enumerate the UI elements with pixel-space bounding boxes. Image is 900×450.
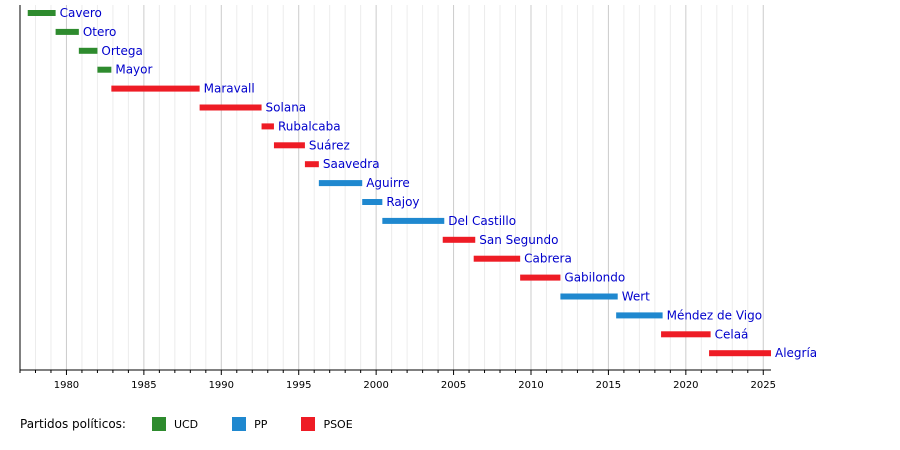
bar-label-del-castillo: Del Castillo: [448, 214, 516, 228]
bar-label-cela-: Celaá: [715, 327, 749, 341]
x-tick-label-2015: 2015: [596, 380, 621, 391]
timeline-chart: Cavero Otero Ortega Mayor Maravall Solana Ruba…: [19, 5, 817, 391]
bar-label-mayor: Mayor: [115, 63, 152, 77]
x-tick-label-1985: 1985: [131, 380, 156, 391]
bar-rubalcaba: [261, 123, 274, 130]
bar-label-aguirre: Aguirre: [366, 176, 410, 190]
x-axis: 1980 1985 1990 1995 2000 2005 2010 2015 2020 2025: [19, 5, 776, 391]
x-tick-label-1980: 1980: [54, 380, 79, 391]
legend: Partidos políticos: UCD PP PSOE: [20, 416, 387, 432]
legend-label-psoe: PSOE: [323, 417, 353, 431]
bar-label-saavedra: Saavedra: [323, 157, 380, 171]
legend-swatch-psoe: [301, 417, 316, 431]
bar-label-rajoy: Rajoy: [386, 195, 419, 209]
x-tick-label-2025: 2025: [751, 380, 776, 391]
legend-swatch-pp: [232, 417, 247, 431]
legend-label-ucd: UCD: [173, 417, 199, 431]
x-tick-label-1995: 1995: [286, 380, 311, 391]
bar-label-maravall: Maravall: [204, 82, 255, 96]
legend-item-psoe: PSOE: [301, 417, 353, 431]
x-tick-label-1990: 1990: [209, 380, 234, 391]
bar-label-gabilondo: Gabilondo: [564, 271, 625, 285]
bar-label-rubalcaba: Rubalcaba: [278, 119, 341, 133]
bar-wert: [560, 293, 618, 300]
bar-gabilondo: [520, 274, 561, 281]
bar-ortega: [78, 47, 98, 54]
bar-label-otero: Otero: [83, 25, 117, 39]
x-tick-label-2020: 2020: [673, 380, 698, 391]
bar-su-rez: [273, 142, 305, 149]
bar-aguirre: [318, 180, 363, 187]
bar-maravall: [111, 85, 200, 92]
x-tick-label-2010: 2010: [518, 380, 543, 391]
bar-otero: [55, 28, 79, 35]
bar-label-cabrera: Cabrera: [524, 252, 572, 266]
legend-swatch-ucd: [151, 417, 166, 431]
bar-label-m-ndez-de-vigo: Méndez de Vigo: [667, 308, 763, 322]
bar-m-ndez-de-vigo: [616, 312, 663, 319]
bar-solana: [199, 104, 262, 111]
bar-cavero: [27, 10, 56, 16]
legend-item-pp: PP: [232, 417, 267, 431]
bar-label-solana: Solana: [266, 101, 307, 115]
bar-saavedra: [304, 161, 319, 168]
bar-del-castillo: [382, 217, 445, 224]
x-tick-label-2000: 2000: [363, 380, 388, 391]
grid-lines: [19, 5, 764, 370]
bar-label-alegr-a: Alegría: [775, 346, 817, 360]
bar-label-ortega: Ortega: [101, 44, 142, 58]
x-tick-label-2005: 2005: [441, 380, 466, 391]
legend-title: Partidos políticos:: [20, 417, 126, 431]
bar-label-san-segundo: San Segundo: [479, 233, 558, 247]
bar-rajoy: [362, 199, 383, 205]
bar-label-wert: Wert: [622, 290, 650, 304]
bar-label-su-rez: Suárez: [309, 138, 350, 152]
bar-san-segundo: [442, 236, 476, 243]
bar-cela-: [661, 331, 711, 338]
bars-group: Cavero Otero Ortega Mayor Maravall Solana Ruba…: [27, 6, 817, 360]
legend-item-ucd: UCD: [151, 417, 199, 431]
bar-alegr-a: [709, 350, 771, 357]
bar-mayor: [97, 66, 112, 73]
bar-cabrera: [473, 255, 521, 262]
legend-label-pp: PP: [254, 417, 268, 431]
bar-label-cavero: Cavero: [60, 6, 102, 20]
